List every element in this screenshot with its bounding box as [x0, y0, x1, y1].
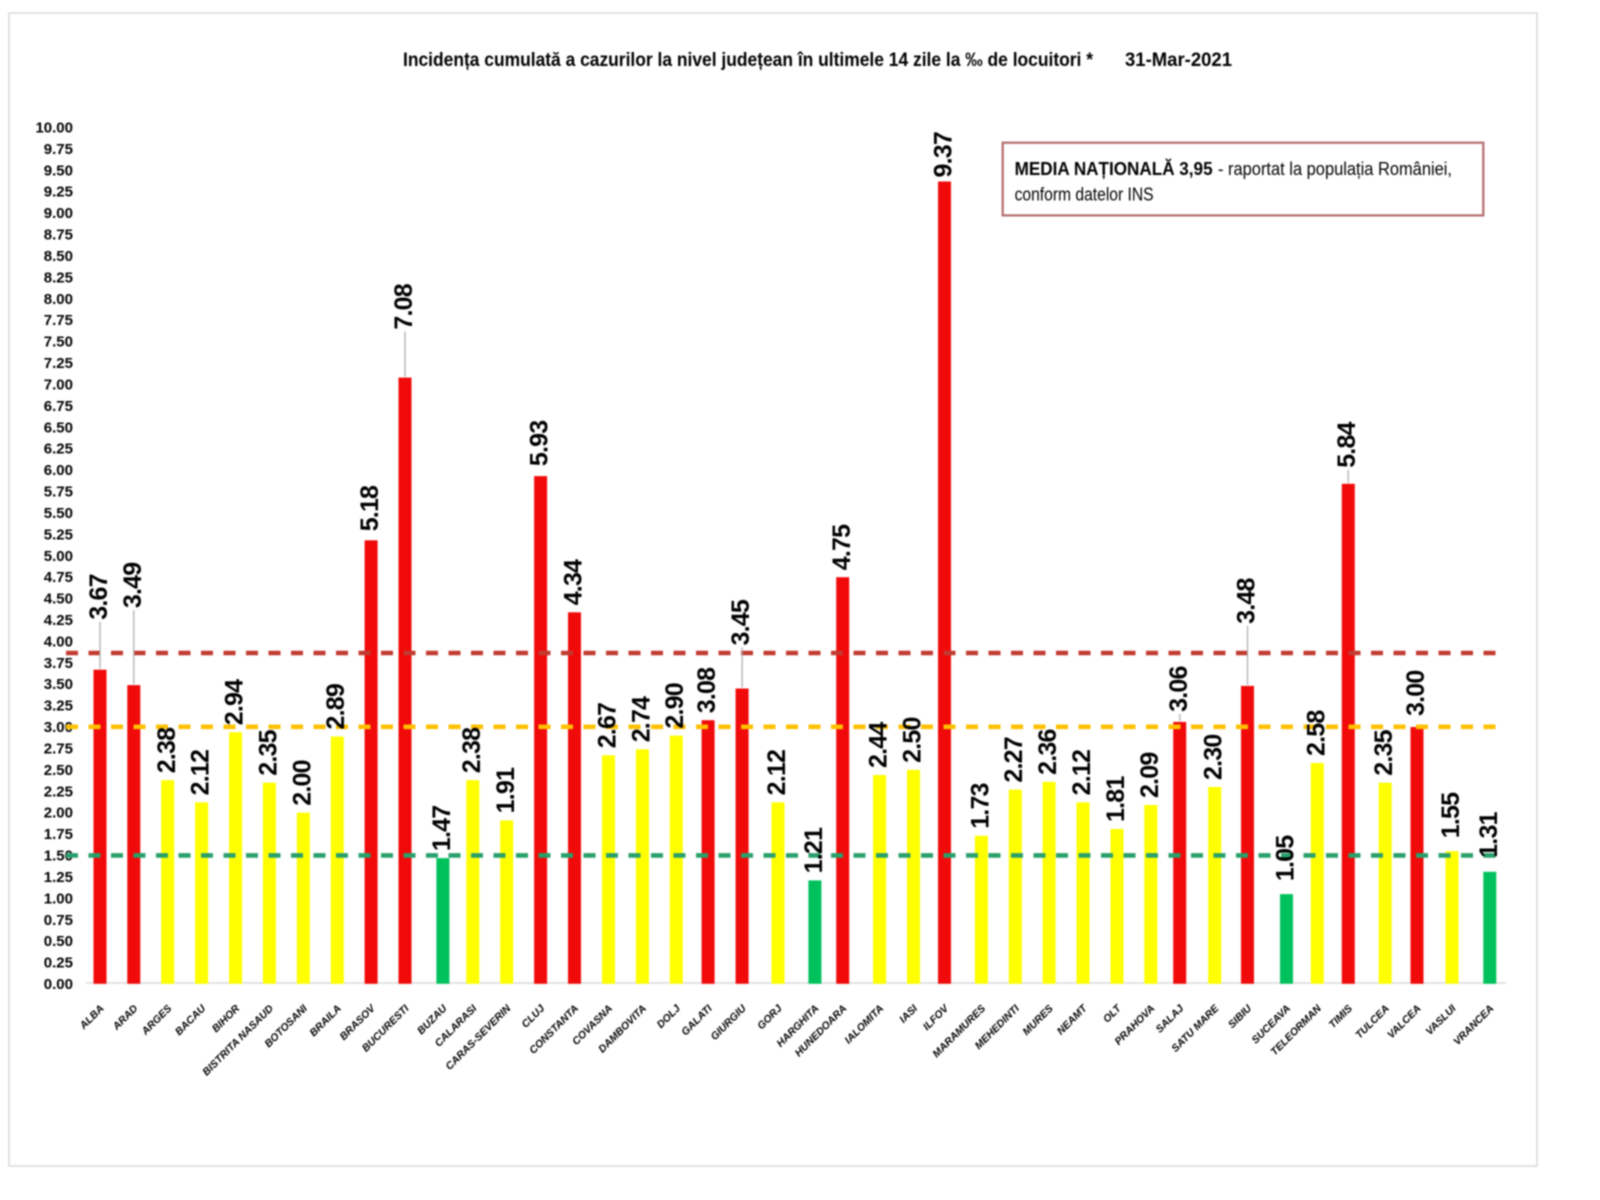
svg-text:6.75: 6.75: [44, 398, 73, 415]
svg-text:4.75: 4.75: [44, 569, 73, 586]
svg-text:2.67: 2.67: [594, 703, 622, 748]
svg-text:1.91: 1.91: [492, 767, 520, 813]
svg-text:4.50: 4.50: [44, 591, 73, 608]
svg-text:1.00: 1.00: [44, 890, 73, 907]
svg-text:2.30: 2.30: [1200, 735, 1228, 780]
svg-text:2.35: 2.35: [254, 729, 282, 775]
svg-text:2.00: 2.00: [44, 805, 73, 822]
svg-text:0.00: 0.00: [44, 976, 73, 993]
svg-text:2.38: 2.38: [153, 727, 181, 773]
svg-text:9.00: 9.00: [44, 205, 73, 222]
svg-text:2.90: 2.90: [661, 683, 689, 728]
svg-text:conform datelor INS: conform datelor INS: [1015, 185, 1154, 205]
svg-text:MEDIA NAȚIONALĂ 3,95: MEDIA NAȚIONALĂ 3,95: [1015, 158, 1213, 179]
svg-text:8.00: 8.00: [44, 291, 73, 308]
svg-text:7.00: 7.00: [44, 376, 73, 393]
svg-text:2.50: 2.50: [44, 762, 73, 779]
svg-text:2.58: 2.58: [1302, 710, 1330, 756]
svg-text:2.12: 2.12: [187, 750, 215, 795]
svg-text:1.25: 1.25: [44, 869, 73, 886]
svg-text:6.50: 6.50: [44, 419, 73, 436]
svg-text:1.81: 1.81: [1102, 776, 1130, 822]
svg-text:0.50: 0.50: [44, 933, 73, 950]
svg-text:9.75: 9.75: [44, 141, 73, 158]
svg-text:9.25: 9.25: [44, 184, 73, 201]
svg-text:10.00: 10.00: [35, 120, 73, 137]
svg-text:6.25: 6.25: [44, 441, 73, 458]
svg-text:1.75: 1.75: [44, 826, 73, 843]
svg-text:9.50: 9.50: [44, 162, 73, 179]
svg-text:4.34: 4.34: [560, 559, 588, 605]
svg-text:3.08: 3.08: [693, 667, 721, 713]
svg-text:3.50: 3.50: [44, 676, 73, 693]
svg-text:4.75: 4.75: [828, 524, 856, 570]
svg-text:8.25: 8.25: [44, 269, 73, 286]
svg-text:6.00: 6.00: [44, 462, 73, 479]
svg-text:5.93: 5.93: [526, 421, 554, 466]
svg-text:2.36: 2.36: [1034, 729, 1062, 774]
svg-text:3.00: 3.00: [1402, 671, 1430, 716]
svg-text:4.25: 4.25: [44, 612, 73, 629]
svg-text:2.27: 2.27: [1000, 737, 1028, 782]
svg-text:5.18: 5.18: [356, 485, 384, 531]
svg-text:2.74: 2.74: [627, 696, 655, 742]
svg-text:2.44: 2.44: [865, 722, 893, 768]
svg-text:2.75: 2.75: [44, 741, 73, 758]
svg-text:1.21: 1.21: [800, 827, 828, 873]
svg-text:3.75: 3.75: [44, 655, 73, 672]
svg-text:2.94: 2.94: [221, 679, 249, 725]
svg-text:3.00: 3.00: [44, 719, 73, 736]
svg-text:2.12: 2.12: [763, 750, 791, 795]
svg-text:0.75: 0.75: [44, 912, 73, 929]
svg-text:2.50: 2.50: [899, 717, 927, 762]
svg-text:1.50: 1.50: [44, 848, 73, 865]
svg-text:3.45: 3.45: [727, 599, 755, 645]
svg-text:2.12: 2.12: [1068, 750, 1096, 795]
svg-text:3.25: 3.25: [44, 698, 73, 715]
svg-text:31-Mar-2021: 31-Mar-2021: [1125, 50, 1232, 71]
svg-text:5.25: 5.25: [44, 526, 73, 543]
svg-text:- raportat la populația Români: - raportat la populația României,: [1218, 159, 1452, 179]
svg-text:1.47: 1.47: [428, 806, 456, 851]
svg-text:3.48: 3.48: [1233, 578, 1261, 624]
svg-text:5.50: 5.50: [44, 505, 73, 522]
svg-text:5.84: 5.84: [1333, 421, 1361, 467]
svg-text:5.00: 5.00: [44, 548, 73, 565]
svg-text:7.75: 7.75: [44, 312, 73, 329]
svg-text:3.06: 3.06: [1165, 666, 1193, 711]
svg-text:5.75: 5.75: [44, 484, 73, 501]
svg-text:7.08: 7.08: [390, 283, 418, 329]
svg-text:2.38: 2.38: [458, 727, 486, 773]
svg-text:7.25: 7.25: [44, 355, 73, 372]
svg-text:Incidența cumulată a cazurilor: Incidența cumulată a cazurilor la nivel …: [403, 50, 1094, 71]
svg-text:7.50: 7.50: [44, 334, 73, 351]
svg-text:1.73: 1.73: [966, 783, 994, 828]
svg-text:4.00: 4.00: [44, 633, 73, 650]
svg-text:2.25: 2.25: [44, 783, 73, 800]
svg-text:1.05: 1.05: [1272, 835, 1300, 881]
svg-text:1.55: 1.55: [1437, 792, 1465, 838]
svg-text:1.31: 1.31: [1475, 811, 1503, 857]
svg-text:2.00: 2.00: [288, 760, 316, 805]
svg-text:3.49: 3.49: [119, 563, 147, 608]
svg-text:9.37: 9.37: [930, 132, 958, 177]
svg-text:3.67: 3.67: [85, 574, 113, 619]
svg-text:2.35: 2.35: [1370, 729, 1398, 775]
svg-text:0.25: 0.25: [44, 955, 73, 972]
svg-text:8.75: 8.75: [44, 227, 73, 244]
svg-text:2.89: 2.89: [322, 684, 350, 729]
svg-text:2.09: 2.09: [1136, 753, 1164, 798]
svg-text:8.50: 8.50: [44, 248, 73, 265]
